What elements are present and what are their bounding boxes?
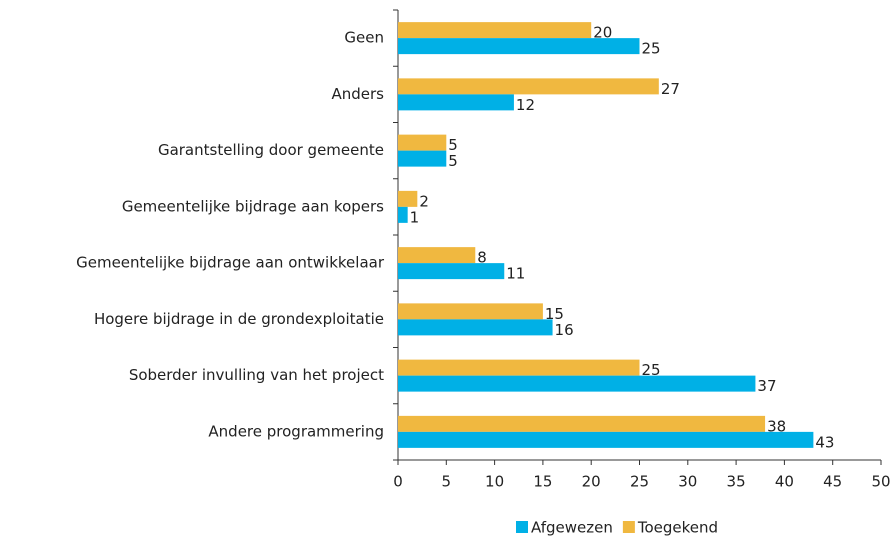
y-tick-label: Hogere bijdrage in de grondexploitatie <box>94 310 384 328</box>
y-tick-label: Soberder invulling van het project <box>129 366 384 384</box>
legend-label: Afgewezen <box>531 519 613 537</box>
bar <box>398 431 814 448</box>
value-label: 1 <box>410 208 420 226</box>
x-tick-label: 20 <box>582 473 601 491</box>
bar <box>398 190 418 207</box>
value-label: 8 <box>477 249 487 267</box>
value-label: 12 <box>516 96 535 114</box>
value-label: 37 <box>757 377 776 395</box>
value-label: 25 <box>642 361 661 379</box>
y-tick-label: Gemeentelijke bijdrage aan kopers <box>122 197 384 215</box>
legend-swatch <box>622 521 635 533</box>
bar <box>398 38 640 55</box>
y-tick-label: Gemeentelijke bijdrage aan ontwikkelaar <box>76 254 385 272</box>
bar <box>398 375 756 392</box>
bar <box>398 150 447 167</box>
bar <box>398 206 408 223</box>
x-tick-label: 30 <box>678 473 697 491</box>
value-label: 2 <box>419 192 429 210</box>
bar <box>398 134 447 151</box>
value-label: 11 <box>506 265 525 283</box>
bar <box>398 94 514 111</box>
y-tick-label: Anders <box>332 85 385 103</box>
value-label: 25 <box>642 40 661 58</box>
bar <box>398 303 543 320</box>
bar <box>398 319 553 336</box>
x-tick-label: 45 <box>823 473 842 491</box>
bar <box>398 359 640 376</box>
bar <box>398 22 592 39</box>
value-label: 43 <box>815 433 834 451</box>
value-label: 27 <box>661 80 680 98</box>
bar <box>398 247 476 264</box>
y-tick-label: Andere programmering <box>208 422 384 440</box>
x-tick-label: 35 <box>727 473 746 491</box>
value-label: 20 <box>593 24 612 42</box>
bar <box>398 78 659 95</box>
bar <box>398 263 505 280</box>
y-tick-label: Geen <box>344 29 384 47</box>
value-label: 5 <box>448 152 458 170</box>
value-label: 5 <box>448 136 458 154</box>
legend-label: Toegekend <box>637 519 718 537</box>
x-tick-label: 15 <box>533 473 552 491</box>
x-tick-label: 0 <box>393 473 403 491</box>
x-tick-label: 25 <box>630 473 649 491</box>
value-label: 16 <box>555 321 574 339</box>
x-tick-label: 40 <box>775 473 794 491</box>
value-label: 15 <box>545 305 564 323</box>
y-tick-label: Garantstelling door gemeente <box>158 141 384 159</box>
x-tick-label: 5 <box>442 473 452 491</box>
legend-swatch <box>516 521 528 533</box>
x-tick-label: 50 <box>871 473 890 491</box>
bar <box>398 415 766 432</box>
value-label: 38 <box>767 417 786 435</box>
x-tick-label: 10 <box>485 473 504 491</box>
